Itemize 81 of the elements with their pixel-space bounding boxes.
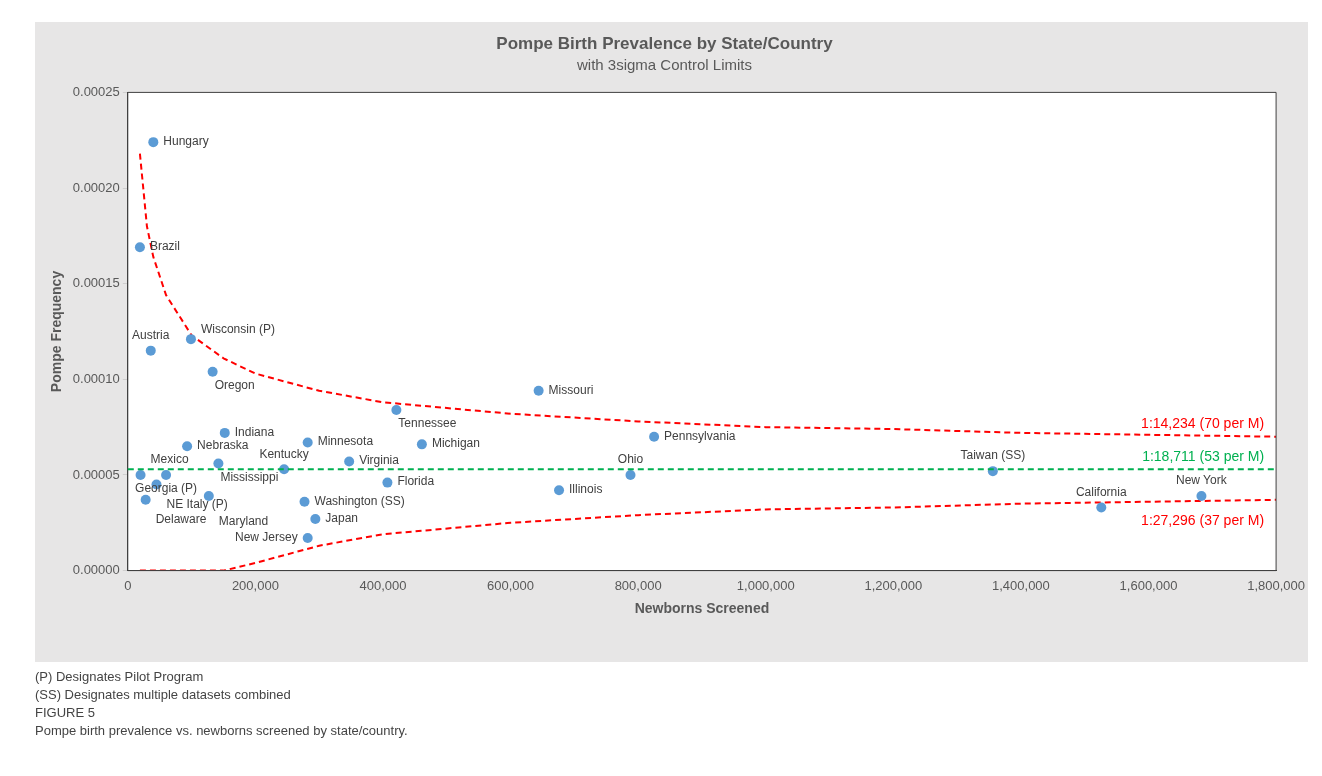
point <box>135 469 146 480</box>
point <box>649 431 660 442</box>
annotation: Taiwan (SS) <box>960 448 1026 463</box>
point <box>416 439 427 450</box>
annotation: Japan <box>325 510 359 525</box>
point <box>1096 502 1107 513</box>
x-axis-title: Newborns Screened <box>634 600 770 617</box>
point <box>554 485 565 496</box>
y-tick-label: 0.00015 <box>72 275 120 291</box>
annotation: Florida <box>397 474 435 489</box>
x-tick-label: 1,400,000 <box>991 577 1050 593</box>
annotation: Tennessee <box>398 416 457 431</box>
x-tick-label: 1,200,000 <box>864 577 923 593</box>
point <box>213 458 224 469</box>
y-tick-label: 0.00025 <box>72 83 120 99</box>
point <box>625 469 636 480</box>
annotation: Austria <box>132 327 170 342</box>
annotation: Missouri <box>548 382 594 397</box>
annotation: Georgia (P) <box>135 481 198 496</box>
annotation: Nebraska <box>197 438 249 453</box>
x-tick-label: 1,000,000 <box>736 577 795 593</box>
x-tick-label: 200,000 <box>231 577 279 593</box>
series-label: 1:14,234 (70 per M) <box>1141 414 1265 431</box>
point <box>161 469 172 480</box>
annotation: New York <box>1175 473 1228 488</box>
annotation: Michigan <box>431 436 480 451</box>
x-tick-label: 1,600,000 <box>1119 577 1178 593</box>
x-tick-label: 1,800,000 <box>1247 577 1306 593</box>
annotation: Kentucky <box>259 446 309 461</box>
point <box>1196 491 1207 501</box>
point <box>344 456 355 467</box>
x-tick-label: 600,000 <box>487 577 535 593</box>
annotation: Brazil <box>149 239 180 254</box>
point <box>219 427 230 438</box>
x-tick-label: 0 <box>124 577 132 593</box>
x-tick-label: 800,000 <box>614 577 662 593</box>
point <box>145 345 156 356</box>
point <box>140 494 151 505</box>
point <box>533 385 544 396</box>
annotation: Wisconsin (P) <box>200 322 275 337</box>
annotation: Minnesota <box>317 434 374 449</box>
chart-subtitle: with 3sigma Control Limits <box>575 55 753 73</box>
annotation: New Jersey <box>235 529 298 544</box>
point <box>134 242 145 253</box>
annotation: Illinois <box>569 482 603 497</box>
point <box>302 533 313 544</box>
annotation: Virginia <box>359 453 400 468</box>
y-tick-label: 0.00005 <box>72 466 120 482</box>
annotation: Hungary <box>163 133 209 148</box>
point <box>310 513 321 524</box>
point <box>302 437 313 448</box>
text: (P) Designates Pilot Program <box>35 668 205 686</box>
y-tick-label: 0.00010 <box>72 370 120 386</box>
y-tick-label: 0.00020 <box>72 179 120 195</box>
point <box>382 477 393 488</box>
annotation: Oregon <box>214 377 255 392</box>
annotation: Indiana <box>234 424 275 439</box>
point <box>185 334 196 345</box>
annotation: Pennsylvania <box>664 428 736 443</box>
chart-title: Pompe Birth Prevalence by State/Country <box>496 33 834 53</box>
annotation: Washington (SS) <box>314 493 405 508</box>
annotation: Mississippi <box>220 469 279 484</box>
annotation: Ohio <box>617 452 644 467</box>
point <box>148 137 159 148</box>
x-tick-label: 400,000 <box>359 577 407 593</box>
annotation: Mexico <box>150 452 189 467</box>
series-label: 1:27,296 (37 per M) <box>1141 511 1265 528</box>
caption: FIGURE 5 <box>35 704 96 722</box>
text: Pompe birth prevalence vs. newborns screened by state/country. <box>35 722 409 740</box>
annotation: Delaware <box>155 512 207 527</box>
y-axis-title: Pompe Frequency <box>48 270 65 393</box>
point <box>182 441 193 452</box>
text: (SS) Designates multiple datasets combined <box>35 686 292 704</box>
annotation: Maryland <box>218 514 269 529</box>
annotation: NE Italy (P) <box>166 496 228 511</box>
y-tick-label: 0.00000 <box>72 562 120 578</box>
point <box>207 366 218 377</box>
point <box>299 496 310 507</box>
annotation: California <box>1075 484 1127 499</box>
point <box>391 404 402 415</box>
ref-line-label: 1:18,711 (53 per M) <box>1142 448 1265 465</box>
